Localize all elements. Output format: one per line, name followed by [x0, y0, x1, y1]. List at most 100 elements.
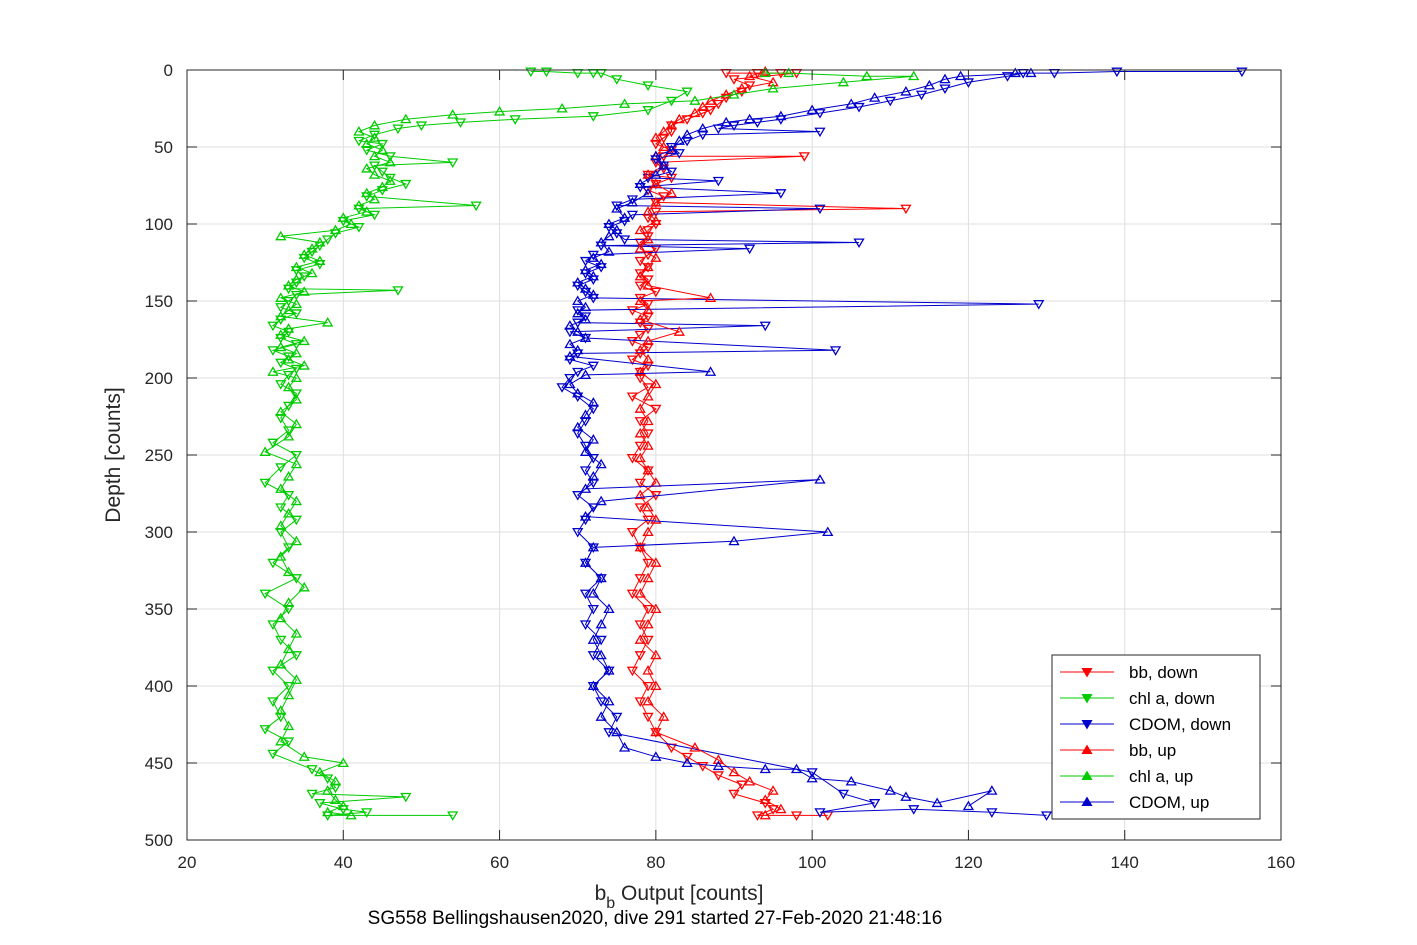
- data-point: [712, 124, 725, 135]
- data-point: [275, 341, 287, 352]
- data-point: [595, 711, 607, 721]
- legend-item: bb, down: [1060, 663, 1198, 682]
- data-point: [634, 452, 646, 463]
- data-point: [658, 141, 670, 152]
- data-point: [673, 149, 685, 159]
- data-point: [392, 124, 404, 135]
- data-point: [267, 620, 279, 630]
- data-point: [650, 726, 662, 737]
- data-point: [1236, 67, 1248, 78]
- data-point: [665, 144, 678, 155]
- data-point: [587, 604, 599, 615]
- data-point: [642, 501, 654, 512]
- data-point: [290, 674, 303, 684]
- data-point: [282, 280, 295, 290]
- data-point: [650, 514, 662, 524]
- data-point: [587, 454, 599, 464]
- data-point: [384, 156, 396, 167]
- data-point: [908, 70, 920, 81]
- data-point: [282, 401, 295, 412]
- data-point: [579, 409, 592, 419]
- data-point: [361, 163, 373, 173]
- data-point: [673, 326, 685, 336]
- data-point: [337, 212, 349, 222]
- data-point: [642, 440, 654, 450]
- data-point: [658, 711, 670, 721]
- data-point: [572, 367, 584, 378]
- data-point: [1040, 811, 1053, 821]
- data-point: [400, 113, 412, 124]
- data-point: [618, 98, 631, 108]
- data-point: [353, 199, 365, 210]
- data-point: [837, 76, 850, 87]
- legend-label: chl a, down: [1129, 689, 1215, 708]
- data-point: [282, 681, 295, 692]
- data-point: [634, 441, 646, 452]
- legend-item: CDOM, down: [1060, 715, 1231, 734]
- data-point: [267, 666, 279, 677]
- legend-marker: [1081, 668, 1093, 678]
- data-point: [642, 712, 654, 723]
- data-point: [282, 507, 295, 518]
- data-point: [634, 541, 646, 552]
- data-point: [493, 106, 506, 116]
- data-point: [681, 757, 693, 768]
- data-point: [642, 187, 654, 198]
- data-point: [415, 121, 428, 131]
- data-point: [634, 344, 646, 355]
- data-point: [1025, 67, 1037, 78]
- data-point: [290, 535, 303, 546]
- data-point: [798, 152, 810, 162]
- data-point: [282, 430, 295, 441]
- data-point: [618, 235, 631, 245]
- data-point: [1009, 67, 1021, 78]
- data-point: [509, 115, 521, 125]
- data-point: [634, 697, 646, 707]
- data-point: [642, 250, 654, 261]
- x-axis-label-subscript: b: [606, 895, 615, 912]
- data-point: [361, 138, 373, 148]
- x-axis-label-main: b: [595, 882, 607, 905]
- data-point: [759, 763, 771, 774]
- data-point: [712, 760, 725, 771]
- data-point: [282, 471, 295, 481]
- data-point: [470, 201, 482, 212]
- data-point: [626, 210, 639, 221]
- legend-marker: [1081, 796, 1093, 806]
- data-point: [282, 352, 295, 362]
- data-point: [642, 415, 654, 426]
- data-point: [658, 159, 670, 170]
- data-point: [767, 76, 779, 87]
- data-point: [322, 774, 334, 784]
- data-point: [290, 394, 303, 404]
- data-point: [642, 558, 654, 569]
- legend-label: bb, up: [1129, 741, 1176, 760]
- data-point: [650, 404, 662, 415]
- data-point: [587, 252, 599, 262]
- data-point: [634, 503, 646, 513]
- legend-marker: [1081, 694, 1093, 704]
- data-point: [275, 520, 287, 530]
- data-point: [368, 150, 381, 161]
- data-point: [939, 84, 951, 95]
- data-point: [290, 364, 303, 375]
- data-point: [1001, 72, 1014, 82]
- data-point: [618, 212, 631, 222]
- data-point: [572, 421, 584, 432]
- data-point: [634, 574, 646, 584]
- data-point: [642, 665, 654, 675]
- data-point: [603, 230, 615, 241]
- data-point: [353, 136, 365, 147]
- data-point: [814, 474, 826, 484]
- data-point: [611, 224, 623, 235]
- data-point: [650, 178, 662, 188]
- data-point: [728, 75, 740, 85]
- data-point: [775, 189, 787, 199]
- data-point: [603, 695, 615, 706]
- data-point: [720, 116, 732, 127]
- data-point: [298, 335, 310, 346]
- data-point: [829, 346, 842, 356]
- data-point: [642, 275, 654, 285]
- data-point: [282, 689, 295, 700]
- data-point: [986, 785, 998, 795]
